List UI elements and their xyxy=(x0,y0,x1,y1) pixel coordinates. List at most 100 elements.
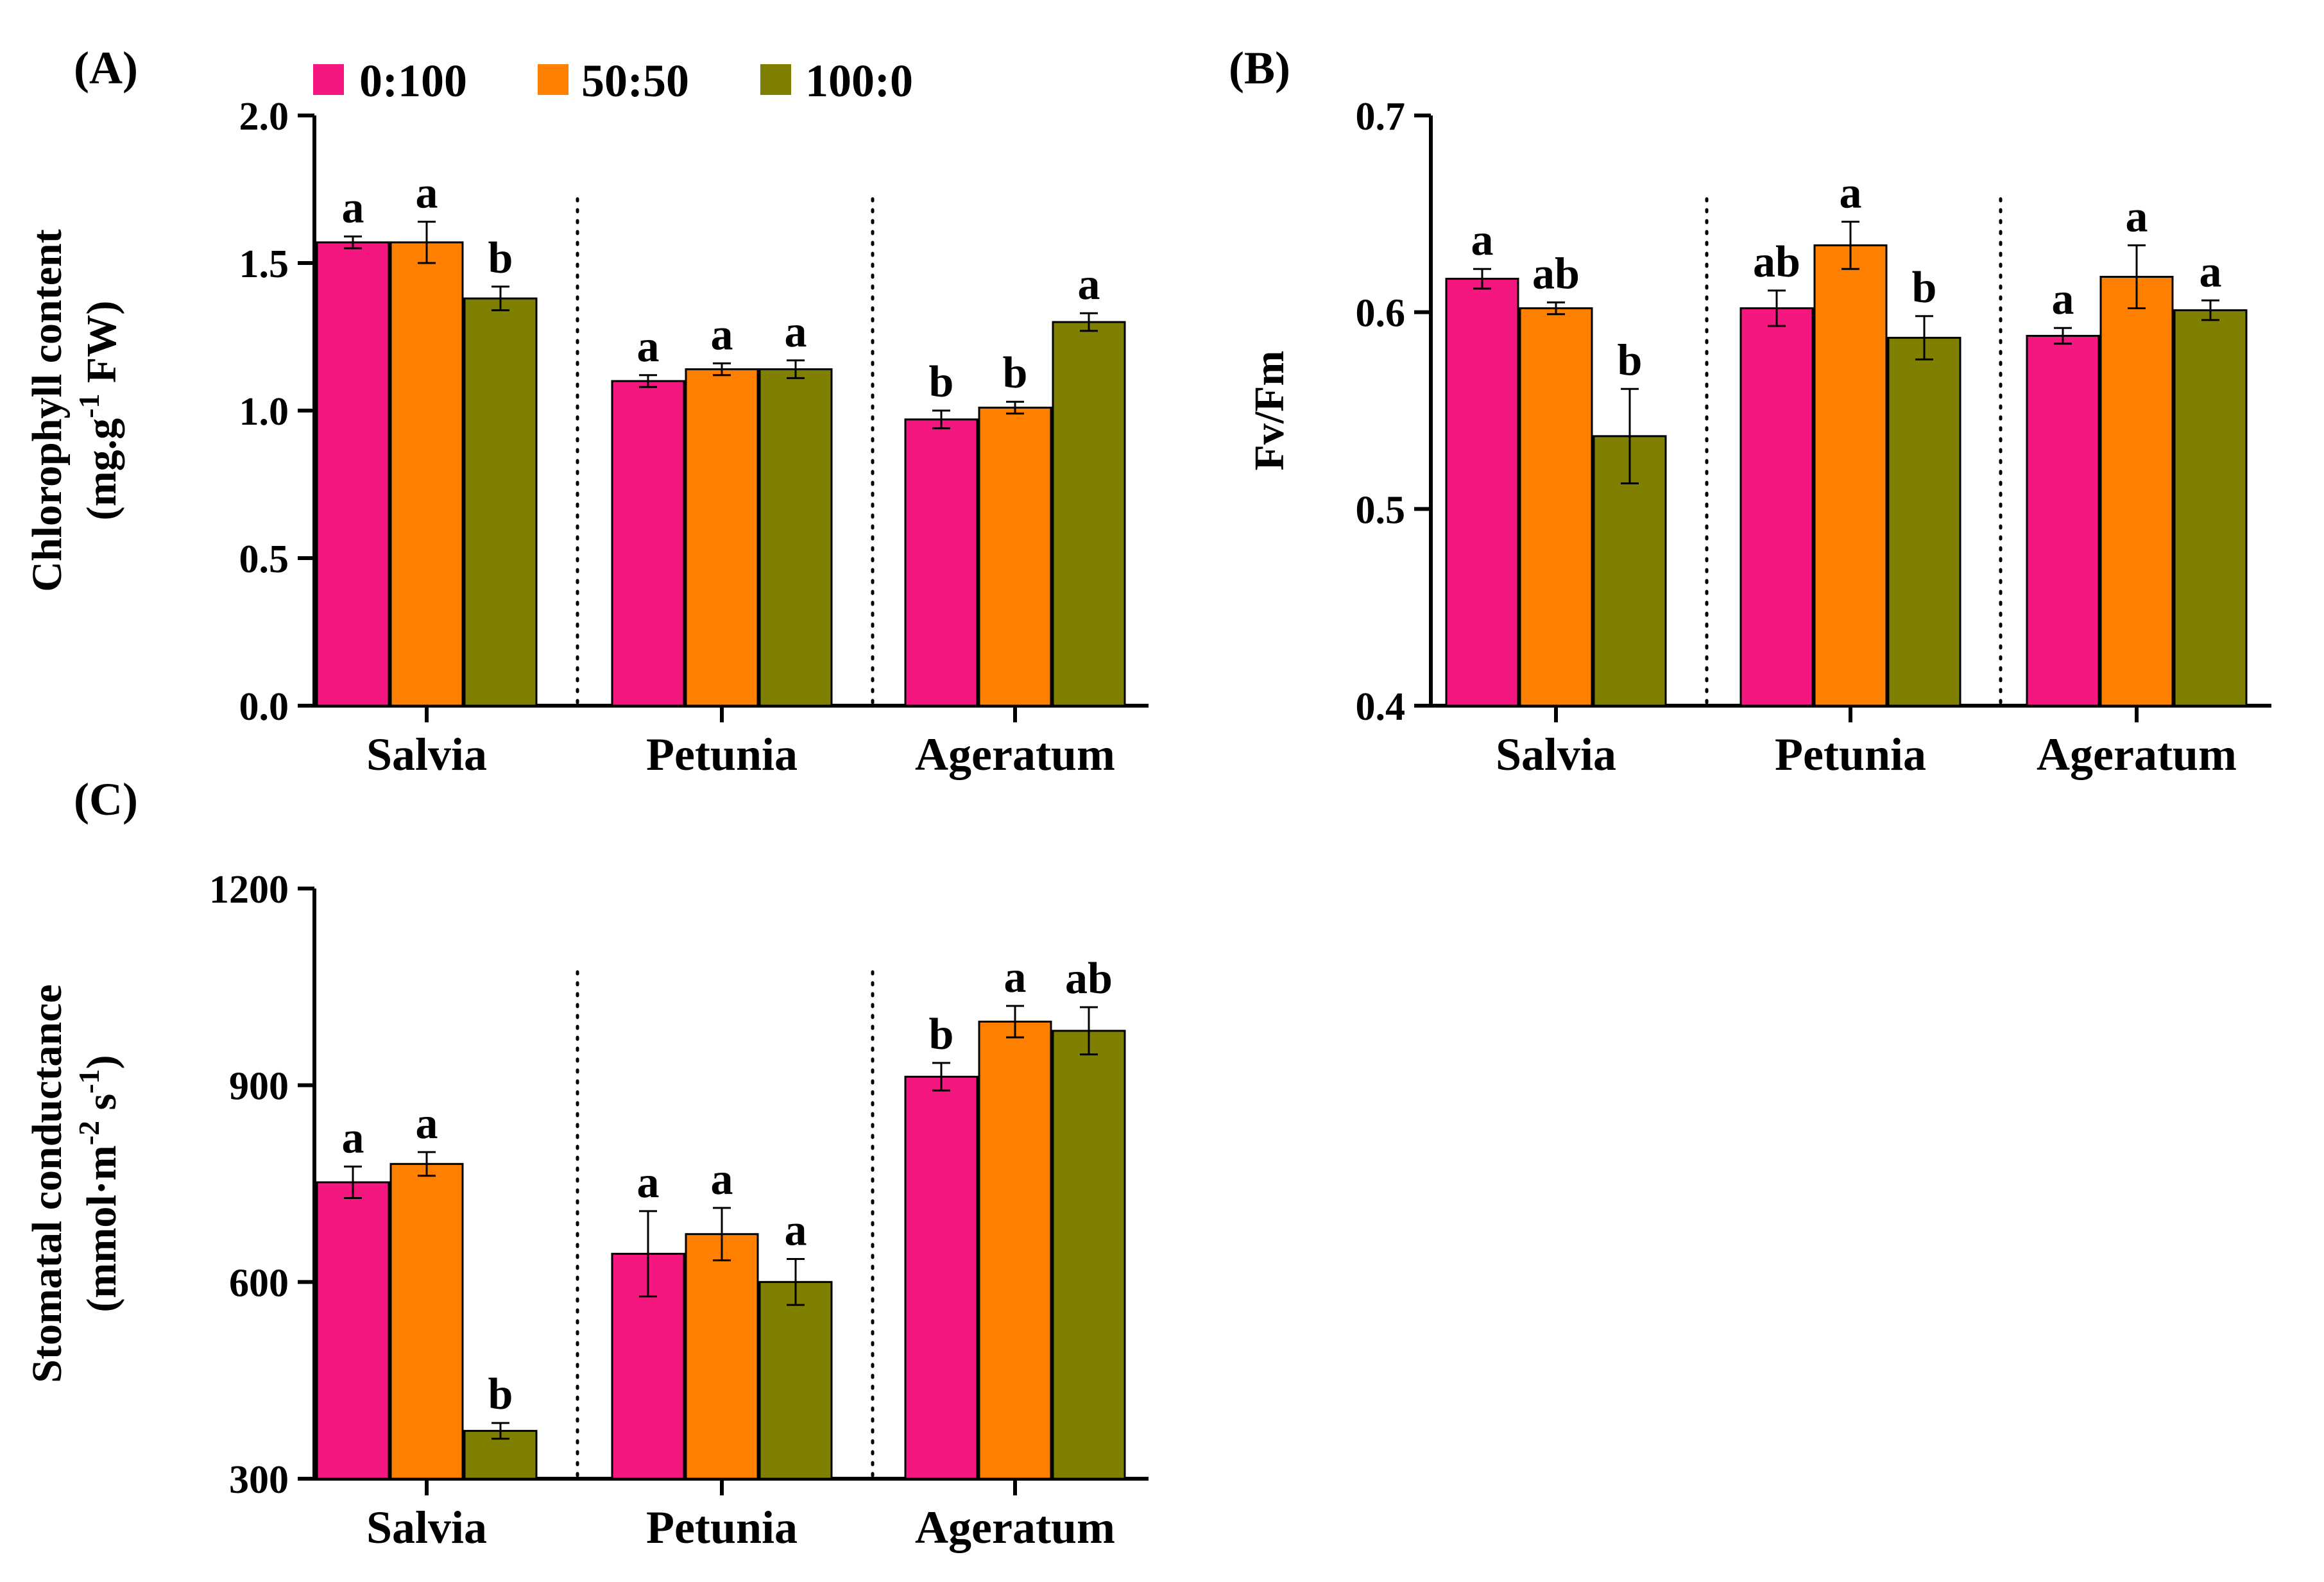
y-axis-title-superscript: -1 xyxy=(73,1069,105,1093)
bar xyxy=(611,380,685,707)
significance-letter: a xyxy=(785,307,807,357)
bar xyxy=(978,406,1052,707)
y-axis-title-part: ) xyxy=(78,1055,125,1069)
y-tick-label: 1200 xyxy=(209,868,289,912)
y-tick-label: 0.5 xyxy=(239,538,289,581)
legend-swatch-3 xyxy=(760,64,791,95)
y-tick-label: 1.5 xyxy=(239,242,289,286)
bar xyxy=(1445,278,1519,707)
bar xyxy=(2099,275,2174,707)
legend-label-1: 0:100 xyxy=(359,55,467,106)
bar xyxy=(904,418,978,707)
y-tick-label: 1.0 xyxy=(239,390,289,434)
legend: 0:100 50:50 100:0 xyxy=(313,55,913,106)
bar xyxy=(1052,1030,1126,1480)
legend-swatch-2 xyxy=(538,64,568,95)
y-axis-title-part: s xyxy=(78,1094,125,1121)
legend-item-3: 100:0 xyxy=(760,55,913,106)
y-tick-label: 900 xyxy=(229,1065,289,1109)
y-tick-label: 0.5 xyxy=(1356,488,1406,532)
x-tick-label: Ageratum xyxy=(2037,729,2237,780)
bar xyxy=(463,297,538,707)
bar xyxy=(904,1075,978,1480)
significance-letter: b xyxy=(929,357,954,407)
significance-letter: a xyxy=(2052,275,2074,324)
bar xyxy=(1887,337,1961,707)
y-tick-label: 300 xyxy=(229,1458,289,1502)
y-axis-title-line2: (mg.g-1 FW) xyxy=(73,301,125,521)
significance-letter: a xyxy=(416,1099,438,1148)
significance-letter: ab xyxy=(1532,249,1580,298)
x-tick-label: Salvia xyxy=(1496,729,1616,780)
panel-a-chart: (A) 0.0 0.5 1.0 1.5 2.0 Salvia Petunia Ageratum a… xyxy=(24,42,1149,780)
panel-label: (C) xyxy=(74,774,138,825)
x-tick-label: Petunia xyxy=(646,1502,798,1553)
y-tick-label: 0.6 xyxy=(1356,292,1406,336)
y-tick-label: 600 xyxy=(229,1261,289,1305)
bar xyxy=(685,1233,759,1480)
legend-item-1: 0:100 xyxy=(313,55,467,106)
y-axis-title-superscript: -1 xyxy=(73,394,105,418)
bar xyxy=(758,368,833,707)
significance-letter: b xyxy=(488,234,513,283)
y-axis-title-line1: Chlorophyll content xyxy=(24,229,71,591)
y-axis-title-part: (mmol·m xyxy=(78,1145,125,1312)
y-axis-title: Fv/Fm xyxy=(1246,351,1293,471)
legend-label-3: 100:0 xyxy=(805,55,913,106)
y-axis-title-line2: (mmol·m-2 s-1) xyxy=(73,1055,125,1312)
x-tick-label: Petunia xyxy=(646,729,798,780)
legend-swatch-1 xyxy=(313,64,344,95)
y-axis-title-part: (mg.g xyxy=(78,418,125,520)
bar xyxy=(685,368,759,707)
bar xyxy=(316,1181,390,1480)
significance-letter: a xyxy=(2200,247,2222,296)
y-tick-label: 0.4 xyxy=(1356,685,1406,729)
significance-letter: b xyxy=(1003,348,1028,398)
significance-letter: a xyxy=(1471,216,1494,265)
significance-letter: ab xyxy=(1753,237,1800,287)
bar xyxy=(2173,309,2248,707)
significance-letter: ab xyxy=(1065,954,1113,1003)
significance-letter: a xyxy=(2126,192,2148,241)
significance-letter: a xyxy=(637,322,660,371)
y-axis-title-line1: Stomatal conductance xyxy=(24,984,71,1382)
significance-letter: a xyxy=(637,1158,660,1207)
bar xyxy=(978,1021,1052,1480)
y-axis-title-part: FW) xyxy=(78,301,125,394)
significance-letter: a xyxy=(1004,953,1027,1002)
x-tick-label: Ageratum xyxy=(915,729,1115,780)
bar xyxy=(611,1252,685,1480)
significance-letter: a xyxy=(711,1155,733,1204)
y-tick-label: 0.0 xyxy=(239,685,289,729)
bar xyxy=(389,241,464,707)
bar xyxy=(1813,244,1888,707)
y-tick-label: 0.7 xyxy=(1356,95,1406,139)
bar xyxy=(316,241,390,707)
bar xyxy=(1519,307,1593,707)
panel-label: (B) xyxy=(1229,42,1290,94)
y-tick-label: 2.0 xyxy=(239,95,289,139)
legend-item-2: 50:50 xyxy=(538,55,689,106)
bar xyxy=(758,1280,833,1480)
y-axis-title-superscript: -2 xyxy=(73,1121,105,1145)
significance-letter: a xyxy=(1078,260,1100,309)
x-tick-label: Petunia xyxy=(1775,729,1926,780)
bar xyxy=(1052,321,1126,707)
bar xyxy=(389,1162,464,1480)
significance-letter: a xyxy=(342,1113,364,1162)
significance-letter: b xyxy=(1912,263,1937,312)
panel-label: (A) xyxy=(74,42,138,94)
significance-letter: a xyxy=(711,310,733,359)
legend-label-2: 50:50 xyxy=(581,55,689,106)
significance-letter: a xyxy=(416,169,438,218)
significance-letter: b xyxy=(488,1370,513,1419)
significance-letter: a xyxy=(342,183,364,233)
x-tick-label: Salvia xyxy=(366,729,487,780)
significance-letter: b xyxy=(929,1010,954,1059)
significance-letter: a xyxy=(785,1206,807,1255)
significance-letter: a xyxy=(1840,169,1862,218)
significance-letter: b xyxy=(1618,336,1643,385)
